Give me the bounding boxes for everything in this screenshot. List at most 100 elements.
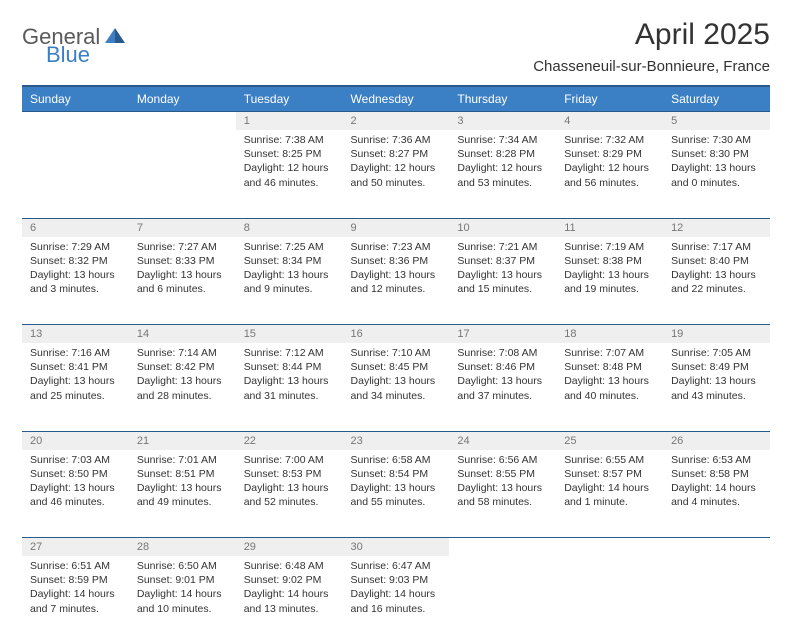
day-content-cell: Sunrise: 7:00 AMSunset: 8:53 PMDaylight:…	[236, 450, 343, 538]
daylight-line: Daylight: 13 hours and 37 minutes.	[457, 374, 548, 402]
sunrise-line: Sunrise: 7:03 AM	[30, 453, 121, 467]
sunrise-line: Sunrise: 7:29 AM	[30, 240, 121, 254]
month-title: April 2025	[533, 18, 770, 52]
daylight-line: Daylight: 13 hours and 52 minutes.	[244, 481, 335, 509]
sunset-line: Sunset: 8:54 PM	[351, 467, 442, 481]
day-content-cell: Sunrise: 6:55 AMSunset: 8:57 PMDaylight:…	[556, 450, 663, 538]
calendar-body: 12345Sunrise: 7:38 AMSunset: 8:25 PMDayl…	[22, 112, 770, 644]
day-number-cell: 29	[236, 538, 343, 557]
daylight-line: Daylight: 13 hours and 55 minutes.	[351, 481, 442, 509]
day-content-cell: Sunrise: 6:51 AMSunset: 8:59 PMDaylight:…	[22, 556, 129, 644]
day-content-cell: Sunrise: 7:30 AMSunset: 8:30 PMDaylight:…	[663, 130, 770, 218]
daylight-line: Daylight: 13 hours and 58 minutes.	[457, 481, 548, 509]
day-number-cell: 27	[22, 538, 129, 557]
daylight-line: Daylight: 14 hours and 13 minutes.	[244, 587, 335, 615]
day-number-row: 20212223242526	[22, 431, 770, 450]
sunrise-line: Sunrise: 6:47 AM	[351, 559, 442, 573]
sunset-line: Sunset: 8:48 PM	[564, 360, 655, 374]
daylight-line: Daylight: 13 hours and 25 minutes.	[30, 374, 121, 402]
day-content-cell: Sunrise: 7:34 AMSunset: 8:28 PMDaylight:…	[449, 130, 556, 218]
sunset-line: Sunset: 8:51 PM	[137, 467, 228, 481]
day-content-cell: Sunrise: 6:53 AMSunset: 8:58 PMDaylight:…	[663, 450, 770, 538]
sunrise-line: Sunrise: 7:14 AM	[137, 346, 228, 360]
sunset-line: Sunset: 8:27 PM	[351, 147, 442, 161]
sunset-line: Sunset: 9:01 PM	[137, 573, 228, 587]
day-content-cell: Sunrise: 6:56 AMSunset: 8:55 PMDaylight:…	[449, 450, 556, 538]
day-number-cell: 17	[449, 325, 556, 344]
day-number-row: 27282930	[22, 538, 770, 557]
day-content-cell: Sunrise: 7:29 AMSunset: 8:32 PMDaylight:…	[22, 237, 129, 325]
daylight-line: Daylight: 13 hours and 43 minutes.	[671, 374, 762, 402]
daylight-line: Daylight: 13 hours and 31 minutes.	[244, 374, 335, 402]
day-content-cell: Sunrise: 6:58 AMSunset: 8:54 PMDaylight:…	[343, 450, 450, 538]
sunset-line: Sunset: 8:41 PM	[30, 360, 121, 374]
day-content-cell: Sunrise: 6:50 AMSunset: 9:01 PMDaylight:…	[129, 556, 236, 644]
day-number-cell: 10	[449, 218, 556, 237]
day-number-cell: 4	[556, 112, 663, 131]
day-content-cell: Sunrise: 6:47 AMSunset: 9:03 PMDaylight:…	[343, 556, 450, 644]
weekday-header: Sunday	[22, 86, 129, 112]
weekday-header: Tuesday	[236, 86, 343, 112]
sunrise-line: Sunrise: 7:19 AM	[564, 240, 655, 254]
day-content-cell: Sunrise: 6:48 AMSunset: 9:02 PMDaylight:…	[236, 556, 343, 644]
day-content-cell	[22, 130, 129, 218]
day-content-cell: Sunrise: 7:21 AMSunset: 8:37 PMDaylight:…	[449, 237, 556, 325]
daylight-line: Daylight: 14 hours and 1 minute.	[564, 481, 655, 509]
sunset-line: Sunset: 8:28 PM	[457, 147, 548, 161]
location-label: Chasseneuil-sur-Bonnieure, France	[533, 58, 770, 75]
sunset-line: Sunset: 8:59 PM	[30, 573, 121, 587]
sunset-line: Sunset: 8:50 PM	[30, 467, 121, 481]
sunrise-line: Sunrise: 7:36 AM	[351, 133, 442, 147]
day-number-cell: 8	[236, 218, 343, 237]
day-content-cell: Sunrise: 7:19 AMSunset: 8:38 PMDaylight:…	[556, 237, 663, 325]
day-content-cell: Sunrise: 7:36 AMSunset: 8:27 PMDaylight:…	[343, 130, 450, 218]
day-number-row: 12345	[22, 112, 770, 131]
day-number-cell: 19	[663, 325, 770, 344]
sunset-line: Sunset: 8:33 PM	[137, 254, 228, 268]
sunset-line: Sunset: 8:38 PM	[564, 254, 655, 268]
day-number-row: 13141516171819	[22, 325, 770, 344]
daylight-line: Daylight: 13 hours and 15 minutes.	[457, 268, 548, 296]
daylight-line: Daylight: 13 hours and 46 minutes.	[30, 481, 121, 509]
brand-part2: Blue	[46, 42, 90, 67]
daylight-line: Daylight: 12 hours and 56 minutes.	[564, 161, 655, 189]
sunset-line: Sunset: 8:45 PM	[351, 360, 442, 374]
day-number-cell: 7	[129, 218, 236, 237]
sunrise-line: Sunrise: 7:17 AM	[671, 240, 762, 254]
weekday-header: Saturday	[663, 86, 770, 112]
day-content-cell	[449, 556, 556, 644]
daylight-line: Daylight: 13 hours and 6 minutes.	[137, 268, 228, 296]
sunset-line: Sunset: 8:42 PM	[137, 360, 228, 374]
daylight-line: Daylight: 13 hours and 40 minutes.	[564, 374, 655, 402]
day-content-cell: Sunrise: 7:10 AMSunset: 8:45 PMDaylight:…	[343, 343, 450, 431]
sunrise-line: Sunrise: 7:27 AM	[137, 240, 228, 254]
day-number-cell: 5	[663, 112, 770, 131]
daylight-line: Daylight: 13 hours and 34 minutes.	[351, 374, 442, 402]
day-content-row: Sunrise: 7:38 AMSunset: 8:25 PMDaylight:…	[22, 130, 770, 218]
day-content-cell: Sunrise: 7:27 AMSunset: 8:33 PMDaylight:…	[129, 237, 236, 325]
sunrise-line: Sunrise: 7:34 AM	[457, 133, 548, 147]
sunset-line: Sunset: 8:25 PM	[244, 147, 335, 161]
day-content-cell: Sunrise: 7:17 AMSunset: 8:40 PMDaylight:…	[663, 237, 770, 325]
sunset-line: Sunset: 9:03 PM	[351, 573, 442, 587]
day-content-cell	[129, 130, 236, 218]
daylight-line: Daylight: 12 hours and 46 minutes.	[244, 161, 335, 189]
sunset-line: Sunset: 8:36 PM	[351, 254, 442, 268]
day-content-cell: Sunrise: 7:25 AMSunset: 8:34 PMDaylight:…	[236, 237, 343, 325]
title-block: April 2025 Chasseneuil-sur-Bonnieure, Fr…	[533, 18, 770, 75]
sunset-line: Sunset: 8:40 PM	[671, 254, 762, 268]
sunrise-line: Sunrise: 7:00 AM	[244, 453, 335, 467]
weekday-header: Wednesday	[343, 86, 450, 112]
day-content-cell: Sunrise: 7:14 AMSunset: 8:42 PMDaylight:…	[129, 343, 236, 431]
brand-triangle-icon	[104, 26, 126, 49]
day-content-row: Sunrise: 7:29 AMSunset: 8:32 PMDaylight:…	[22, 237, 770, 325]
day-content-cell: Sunrise: 7:05 AMSunset: 8:49 PMDaylight:…	[663, 343, 770, 431]
day-number-cell	[449, 538, 556, 557]
daylight-line: Daylight: 13 hours and 22 minutes.	[671, 268, 762, 296]
daylight-line: Daylight: 14 hours and 16 minutes.	[351, 587, 442, 615]
sunrise-line: Sunrise: 7:32 AM	[564, 133, 655, 147]
day-number-cell: 16	[343, 325, 450, 344]
day-number-cell: 23	[343, 431, 450, 450]
day-number-cell: 12	[663, 218, 770, 237]
day-content-cell: Sunrise: 7:03 AMSunset: 8:50 PMDaylight:…	[22, 450, 129, 538]
